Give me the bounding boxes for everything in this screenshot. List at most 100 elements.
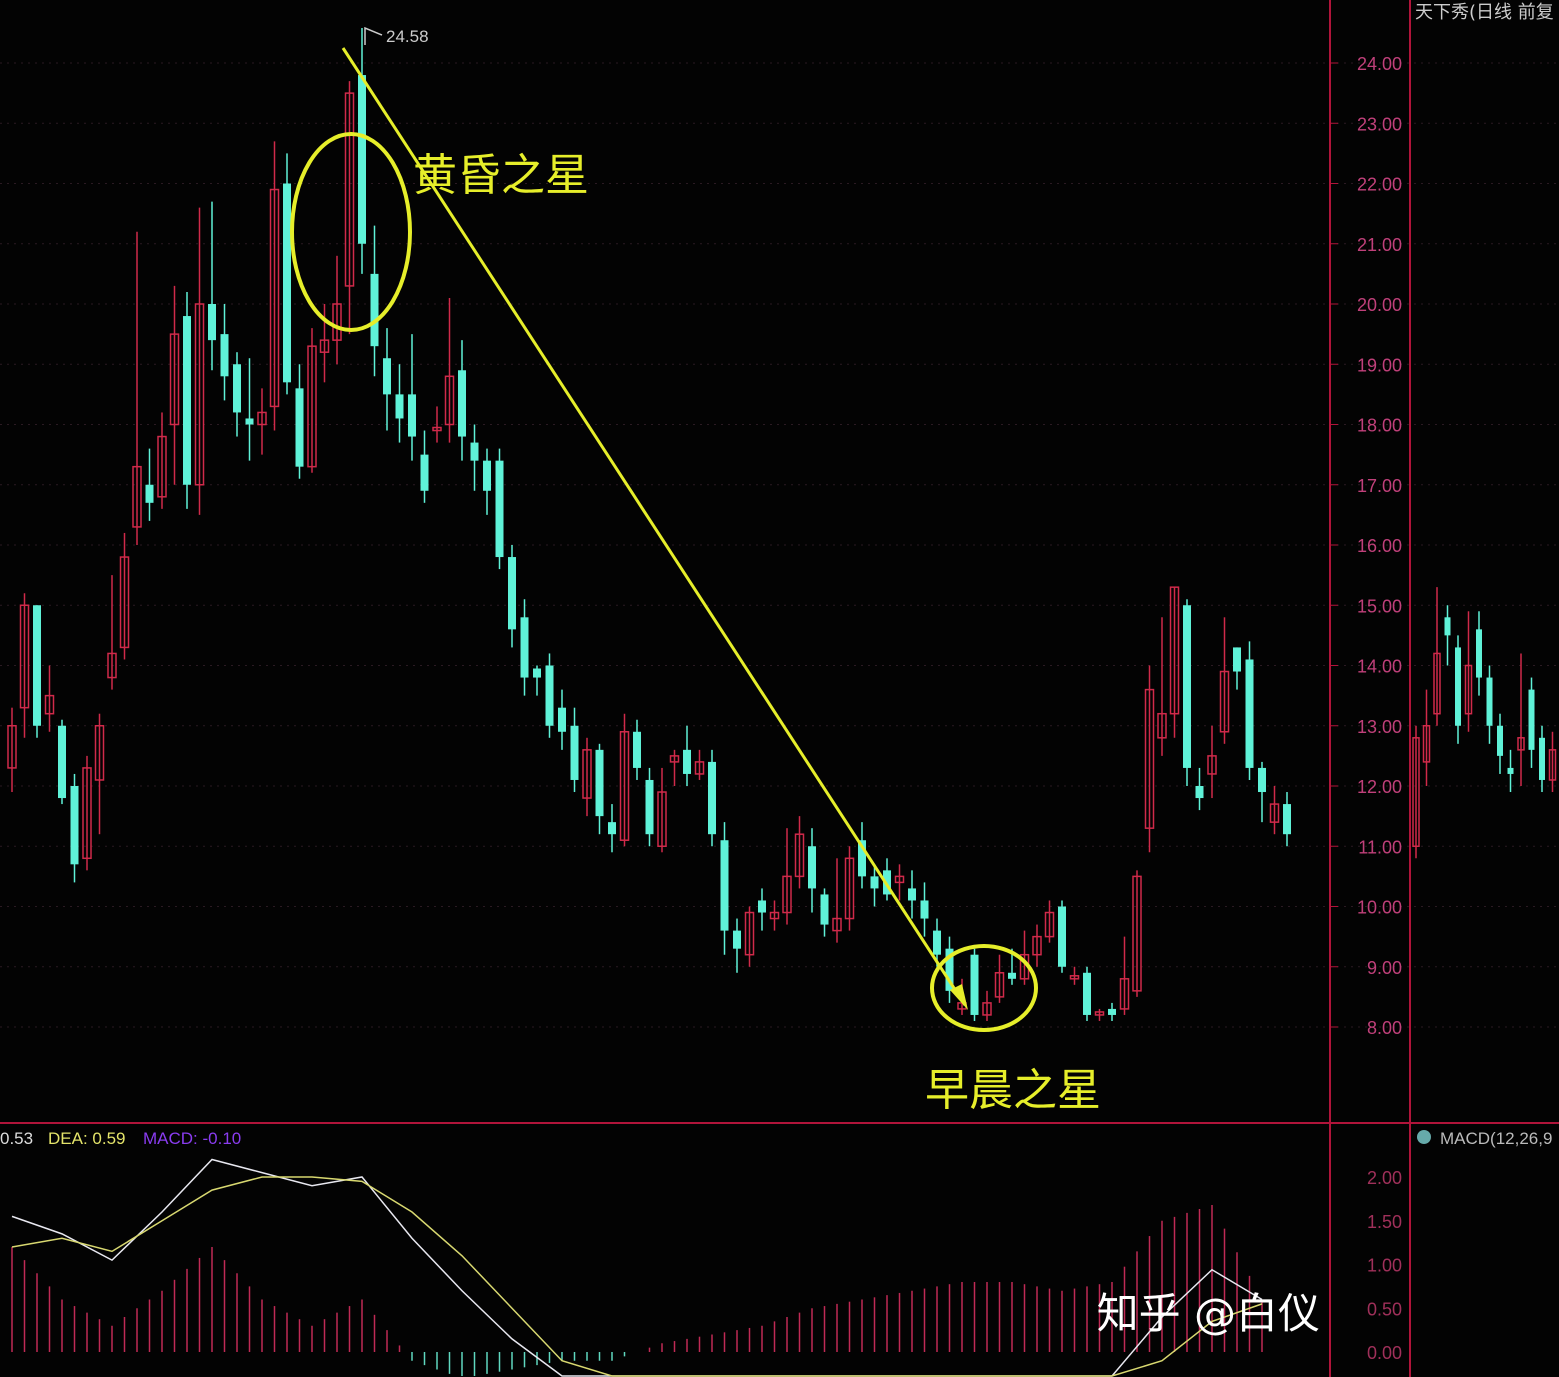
price-tick-label: 15.00 (1357, 596, 1402, 616)
candle-up (1207, 755, 1217, 775)
candle-up (319, 339, 330, 353)
candle-up (332, 303, 342, 341)
candle-up (619, 731, 630, 841)
macd-tick-label: 1.00 (1367, 1256, 1402, 1276)
price-tick-label: 14.00 (1357, 657, 1402, 677)
candle-down (1528, 689, 1535, 750)
candle-up (832, 917, 842, 932)
trend-arrow-head (950, 984, 968, 1010)
candle-up (132, 465, 142, 528)
candle-up (1169, 586, 1180, 715)
macd-value: MACD: -0.10 (143, 1129, 241, 1148)
evening-star-label: 黄昏之星 (413, 150, 589, 201)
candle-up (344, 92, 355, 287)
dea-line (11, 1176, 1263, 1377)
candle-down (720, 840, 729, 931)
macd-indicator-title[interactable]: MACD(12,26,9 (1440, 1129, 1552, 1148)
candle-up (769, 911, 780, 920)
candle-down (733, 930, 741, 949)
candle-up (1157, 712, 1167, 739)
candle-down (420, 454, 429, 491)
candle-up (169, 333, 180, 426)
macd-menu-icon[interactable] (1417, 1130, 1431, 1144)
candle-up (1144, 688, 1155, 829)
candle-down (1233, 647, 1241, 672)
candle-up (19, 604, 30, 709)
evening-star-circle (290, 132, 412, 332)
candle-down (1108, 1008, 1116, 1015)
candle-down (1476, 629, 1482, 678)
candle-down (33, 605, 41, 726)
candle-down (595, 749, 604, 817)
candle-down (458, 370, 466, 437)
candle-down (370, 273, 379, 347)
candle-down (1444, 617, 1451, 636)
price-tick-label: 19.00 (1357, 355, 1402, 375)
morning-star-circle (930, 944, 1038, 1032)
candle-up (657, 791, 667, 848)
watermark: 知乎 @白仪 (1097, 1289, 1320, 1338)
grid-lines (0, 62, 1559, 1028)
candle-up (1433, 652, 1441, 715)
candle-down (220, 334, 229, 377)
candle-up (694, 761, 705, 775)
candle-up (1044, 911, 1055, 938)
candle-up (982, 1002, 992, 1016)
candle-up (157, 435, 167, 498)
macd-tick-labels: 2.00 1.50 1.00 0.50 0.00 (1367, 1168, 1402, 1363)
candle-down (1497, 725, 1503, 756)
candle-up (844, 857, 855, 920)
candle-down (633, 731, 641, 768)
candle-down (245, 418, 254, 425)
candle-up (744, 911, 755, 956)
candle-down (1183, 605, 1191, 768)
candle-down (533, 668, 541, 678)
candle-down (920, 900, 929, 919)
side-candles (1412, 587, 1557, 859)
candle-down (58, 725, 66, 799)
candle-down (820, 894, 829, 925)
annotations: 24.58 黄昏之星 早晨之星 (290, 26, 1101, 1116)
candle-down (508, 557, 516, 630)
candle-down (70, 786, 79, 865)
candle-up (1032, 935, 1042, 956)
price-tick-label: 20.00 (1357, 295, 1402, 315)
trend-arrow-line (341, 47, 967, 1006)
candle-up (794, 833, 805, 878)
candle-down (1486, 677, 1493, 726)
candle-up (994, 972, 1005, 998)
candle-up (1548, 749, 1557, 781)
candle-down (1455, 647, 1461, 726)
chart-title: 天下秀(日线 前复 (1415, 2, 1554, 23)
price-tick-label: 12.00 (1357, 777, 1402, 797)
candle-up (94, 725, 105, 781)
candle-up (782, 875, 792, 914)
price-tick-label: 23.00 (1357, 114, 1402, 134)
candle-up (1119, 978, 1130, 1010)
candle-down (1539, 737, 1545, 780)
candle-down (970, 954, 979, 1015)
candle-up (1094, 1011, 1105, 1016)
candle-down (208, 304, 216, 341)
price-tick-label: 24.00 (1357, 54, 1402, 74)
candle-up (82, 767, 92, 860)
dif-value: 0.53 (0, 1129, 33, 1148)
high-marker (364, 26, 383, 45)
candle-up (669, 755, 680, 763)
dea-value: DEA: 0.59 (48, 1129, 126, 1148)
price-tick-label: 13.00 (1357, 717, 1402, 737)
macd-tick-label: 2.00 (1367, 1168, 1402, 1188)
candle-down (283, 183, 291, 383)
candle-down (183, 316, 191, 485)
candle-down (1258, 767, 1266, 793)
candle-down (483, 460, 491, 491)
candle-up (119, 556, 130, 649)
candle-down (520, 617, 529, 678)
candle-down (1058, 906, 1066, 967)
candle-up (1269, 803, 1280, 823)
candle-up (582, 749, 592, 799)
candle-down (383, 358, 391, 395)
candle-down (408, 394, 416, 437)
